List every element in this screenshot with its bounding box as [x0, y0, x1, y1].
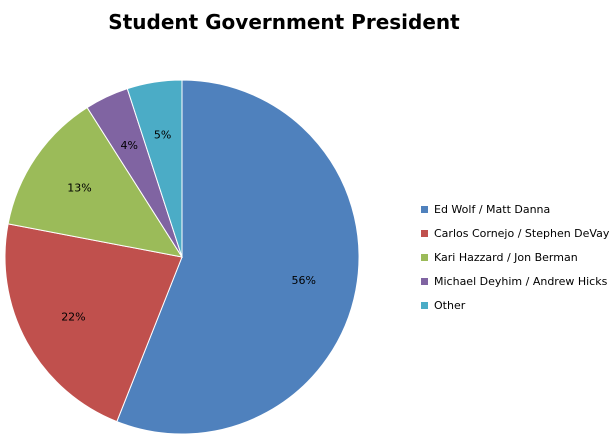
pie-slice-2 — [7, 106, 184, 258]
slice-data-label: 5% — [154, 129, 171, 142]
legend-item: Michael Deyhim / Andrew Hicks — [421, 273, 610, 297]
pie-data-labels: 56% 22% 13% 4% 5% — [61, 129, 316, 324]
legend-label: Ed Wolf / Matt Danna — [434, 203, 551, 216]
chart-title: Student Government President — [108, 10, 460, 34]
pie-slice-1 — [4, 223, 183, 423]
legend-label: Michael Deyhim / Andrew Hicks — [434, 275, 608, 288]
legend-item: Other — [421, 297, 610, 321]
pie-slice-0 — [116, 79, 360, 435]
legend-swatch — [421, 254, 428, 261]
slice-data-label: 56% — [291, 274, 315, 287]
pie-slices — [4, 79, 360, 435]
legend-swatch — [421, 302, 428, 309]
legend-label: Kari Hazzard / Jon Berman — [434, 251, 578, 264]
slice-data-label: 13% — [67, 181, 91, 194]
legend-label: Other — [434, 299, 466, 312]
legend-item: Ed Wolf / Matt Danna — [421, 201, 610, 225]
slice-data-label: 4% — [121, 139, 138, 152]
legend-swatch — [421, 230, 428, 237]
legend-swatch — [421, 278, 428, 285]
pie-slice-4 — [126, 79, 183, 258]
legend-item: Carlos Cornejo / Stephen DeVay — [421, 225, 610, 249]
legend-item: Kari Hazzard / Jon Berman — [421, 249, 610, 273]
slice-data-label: 22% — [61, 311, 85, 324]
legend-swatch — [421, 206, 428, 213]
legend-label: Carlos Cornejo / Stephen DeVay — [434, 227, 610, 240]
chart-legend: Ed Wolf / Matt Danna Carlos Cornejo / Ste… — [421, 201, 610, 321]
